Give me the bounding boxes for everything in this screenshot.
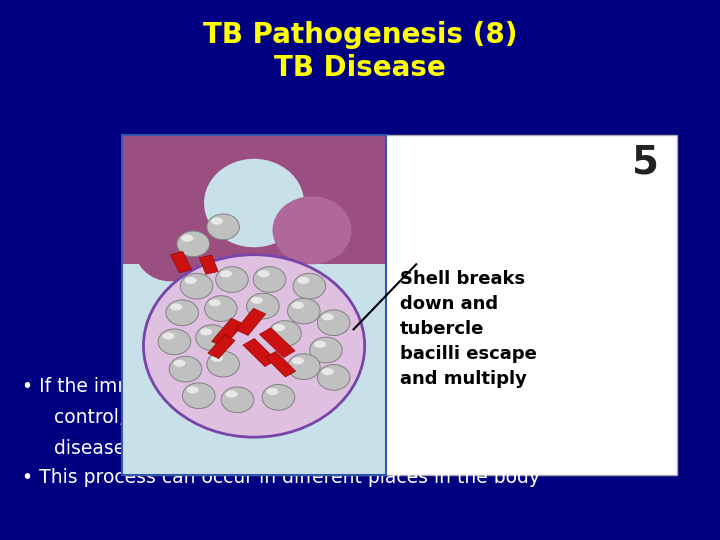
- Ellipse shape: [181, 234, 193, 241]
- Ellipse shape: [163, 333, 174, 340]
- Ellipse shape: [166, 300, 199, 326]
- Ellipse shape: [322, 313, 333, 320]
- Ellipse shape: [184, 277, 197, 284]
- Text: • If the immune system CANNOT keep tubercle bacilli under: • If the immune system CANNOT keep tuber…: [22, 376, 587, 396]
- FancyBboxPatch shape: [122, 135, 677, 475]
- Text: • This process can occur in different places in the body: • This process can occur in different pl…: [22, 468, 539, 488]
- Ellipse shape: [318, 310, 350, 335]
- FancyArrow shape: [199, 255, 218, 274]
- Ellipse shape: [180, 273, 213, 299]
- Ellipse shape: [143, 255, 364, 437]
- Text: TB Pathogenesis (8): TB Pathogenesis (8): [203, 21, 517, 49]
- FancyArrow shape: [208, 335, 235, 359]
- Ellipse shape: [310, 337, 342, 363]
- Ellipse shape: [225, 390, 238, 397]
- Text: TB Disease: TB Disease: [274, 53, 446, 82]
- Ellipse shape: [196, 325, 228, 350]
- Ellipse shape: [258, 270, 269, 278]
- Ellipse shape: [207, 352, 239, 377]
- Ellipse shape: [253, 267, 286, 293]
- Ellipse shape: [273, 324, 285, 331]
- FancyBboxPatch shape: [122, 135, 386, 278]
- Ellipse shape: [204, 296, 237, 321]
- Ellipse shape: [211, 355, 223, 362]
- Ellipse shape: [293, 273, 325, 299]
- Ellipse shape: [262, 384, 294, 410]
- Ellipse shape: [221, 387, 253, 413]
- Text: disease: disease: [54, 439, 125, 458]
- FancyBboxPatch shape: [122, 264, 386, 475]
- Ellipse shape: [204, 159, 304, 247]
- Ellipse shape: [174, 360, 186, 367]
- Ellipse shape: [269, 321, 302, 346]
- Ellipse shape: [177, 231, 210, 256]
- Text: control, bacilli begin to multiply rapidly and cause TB: control, bacilli begin to multiply rapid…: [54, 408, 554, 427]
- Ellipse shape: [211, 218, 223, 225]
- Ellipse shape: [318, 364, 350, 390]
- Ellipse shape: [209, 299, 221, 306]
- FancyArrow shape: [259, 328, 295, 357]
- FancyArrow shape: [243, 339, 276, 367]
- Ellipse shape: [297, 277, 310, 284]
- Ellipse shape: [322, 368, 333, 375]
- FancyArrow shape: [171, 251, 192, 273]
- Ellipse shape: [158, 329, 191, 355]
- Ellipse shape: [314, 341, 326, 348]
- Ellipse shape: [216, 267, 248, 293]
- Ellipse shape: [133, 206, 207, 281]
- Ellipse shape: [292, 302, 304, 309]
- Ellipse shape: [186, 387, 199, 394]
- Ellipse shape: [182, 383, 215, 409]
- Ellipse shape: [287, 354, 320, 380]
- FancyArrow shape: [212, 318, 243, 347]
- Ellipse shape: [247, 293, 279, 319]
- Ellipse shape: [207, 214, 239, 240]
- Ellipse shape: [200, 328, 212, 335]
- Text: 5: 5: [632, 143, 659, 181]
- Ellipse shape: [272, 196, 351, 264]
- Text: Shell breaks
down and
tubercle
bacilli escape
and multiply: Shell breaks down and tubercle bacilli e…: [400, 270, 536, 388]
- Ellipse shape: [251, 297, 263, 304]
- Ellipse shape: [220, 270, 232, 278]
- FancyArrow shape: [266, 352, 296, 377]
- Ellipse shape: [170, 303, 182, 310]
- FancyArrow shape: [235, 308, 266, 335]
- FancyBboxPatch shape: [122, 135, 386, 475]
- Ellipse shape: [169, 356, 202, 382]
- Ellipse shape: [292, 357, 304, 364]
- Ellipse shape: [287, 298, 320, 324]
- Ellipse shape: [266, 388, 279, 395]
